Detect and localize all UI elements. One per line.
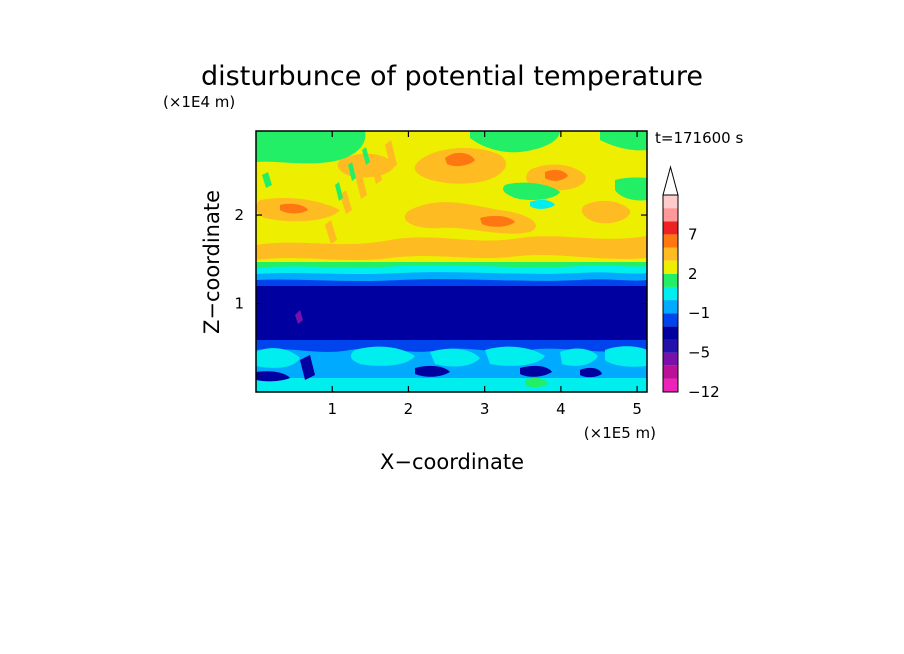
colorbar-swatch bbox=[663, 313, 678, 327]
colorbar-swatch bbox=[663, 195, 678, 209]
contour-green-topright bbox=[600, 131, 647, 151]
contour-green-topmid bbox=[470, 131, 560, 153]
contour-cyan-right bbox=[530, 199, 555, 209]
colorbar-tick-label: −1 bbox=[688, 304, 710, 322]
x-tick-label: 3 bbox=[480, 400, 490, 418]
colorbar-tick-label: −5 bbox=[688, 344, 710, 362]
contour-green-right bbox=[615, 177, 647, 201]
contour-lower-dark-patches bbox=[256, 355, 602, 382]
contour-wave-orange-1 bbox=[256, 236, 647, 260]
colorbar-swatch bbox=[663, 260, 678, 274]
colorbar-swatch bbox=[663, 326, 678, 340]
colorbar-extend-arrow bbox=[662, 165, 679, 196]
colorbar-swatch bbox=[663, 365, 678, 379]
y-tick-label: 1 bbox=[234, 295, 244, 313]
colorbar-swatch bbox=[663, 378, 678, 392]
colorbar-swatch bbox=[663, 286, 678, 301]
contour-streaks bbox=[325, 140, 397, 244]
x-axis-ticks: 1 2 3 4 5 bbox=[327, 131, 642, 418]
colorbar-swatch bbox=[663, 300, 678, 314]
plot-frame bbox=[255, 130, 648, 393]
contour-green-topleft bbox=[256, 131, 366, 164]
colorbar-tick-label: 7 bbox=[688, 225, 698, 243]
time-label: t=171600 s bbox=[655, 129, 743, 147]
colorbar-swatch bbox=[663, 221, 678, 235]
y-unit-label: (×1E4 m) bbox=[163, 93, 235, 111]
y-axis-ticks: 12 bbox=[234, 206, 647, 313]
x-tick-label: 4 bbox=[556, 400, 566, 418]
chart-title: disturbunce of potential temperature bbox=[201, 61, 703, 92]
x-tick-label: 5 bbox=[632, 400, 642, 418]
contour-field bbox=[256, 131, 647, 392]
contour-wave-orange-5 bbox=[581, 200, 631, 224]
y-tick-label: 2 bbox=[234, 206, 244, 224]
contour-darkorange-3 bbox=[545, 169, 568, 181]
contour-darkorange-4 bbox=[280, 203, 308, 214]
y-axis-label: Z−coordinate bbox=[200, 190, 224, 334]
contour-green-midright bbox=[503, 182, 560, 200]
contour-darkorange-2 bbox=[480, 215, 515, 227]
contour-streaks-green bbox=[262, 147, 370, 201]
colorbar-tick-label: −12 bbox=[688, 383, 720, 401]
contour-purple-spot bbox=[295, 310, 303, 324]
x-axis-label: X−coordinate bbox=[380, 450, 524, 474]
colorbar-swatch bbox=[663, 234, 678, 248]
colorbar-swatch bbox=[663, 339, 678, 353]
contour-lower-cyan-patches bbox=[256, 346, 647, 392]
colorbar-swatch bbox=[663, 352, 678, 366]
x-tick-label: 1 bbox=[327, 400, 337, 418]
contour-navy-band bbox=[256, 286, 647, 348]
contour-lower-green bbox=[525, 377, 548, 388]
colorbar-swatch bbox=[663, 247, 678, 261]
colorbar: −12−5−127 bbox=[662, 165, 720, 401]
x-unit-label: (×1E5 m) bbox=[584, 424, 656, 442]
colorbar-swatch bbox=[663, 208, 678, 222]
colorbar-tick-label: 2 bbox=[688, 265, 698, 283]
contour-darkorange-1 bbox=[445, 152, 475, 167]
x-tick-label: 2 bbox=[404, 400, 414, 418]
colorbar-swatch bbox=[663, 273, 678, 287]
